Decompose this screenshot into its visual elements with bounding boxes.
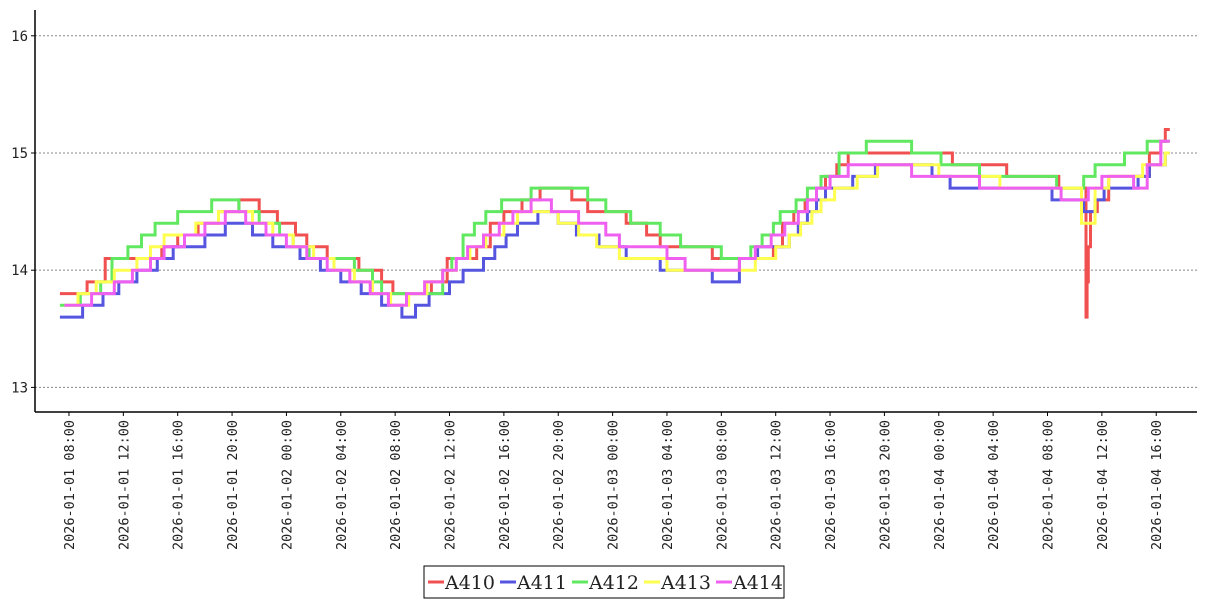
- x-tick-label: 2026-01-03 16:00: [823, 420, 839, 550]
- legend-label: A413: [660, 572, 711, 594]
- x-tick-label: 2026-01-02 16:00: [497, 420, 513, 550]
- legend: A410 A411 A412 A413 A414: [423, 565, 785, 599]
- x-tick-label: 2026-01-02 00:00: [279, 420, 295, 550]
- x-tick-label: 2026-01-04 16:00: [1149, 420, 1165, 550]
- x-tick-label: 2026-01-01 16:00: [171, 420, 187, 550]
- x-tick-label: 2026-01-01 20:00: [225, 420, 241, 550]
- x-tick-label: 2026-01-03 00:00: [606, 420, 622, 550]
- x-tick-label: 2026-01-02 20:00: [551, 420, 567, 550]
- series-line-a413: [64, 151, 1170, 307]
- x-tick-label: 2026-01-03 08:00: [714, 420, 730, 550]
- x-tick-label: 2026-01-02 12:00: [443, 420, 459, 550]
- x-tick-label: 2026-01-04 00:00: [932, 420, 948, 550]
- x-tick-label: 2026-01-01 12:00: [116, 420, 132, 550]
- series-lines: [59, 128, 1170, 319]
- x-tick-label: 2026-01-04 12:00: [1095, 420, 1111, 550]
- series-line-a410: [59, 128, 1170, 319]
- x-tick-label: 2026-01-02 08:00: [388, 420, 404, 550]
- y-tick-label: 13: [11, 380, 28, 396]
- x-axis-ticks: 2026-01-01 08:00 2026-01-01 12:00 2026-01-…: [62, 412, 1165, 550]
- x-tick-label: 2026-01-04 08:00: [1041, 420, 1057, 550]
- x-tick-label: 2026-01-01 08:00: [62, 420, 78, 550]
- y-tick-label: 15: [11, 146, 28, 162]
- y-tick-label: 14: [11, 263, 28, 279]
- x-tick-label: 2026-01-03 12:00: [769, 420, 785, 550]
- x-tick-label: 2026-01-02 04:00: [334, 420, 350, 550]
- legend-label: A410: [444, 572, 495, 594]
- series-line-a414: [64, 139, 1170, 307]
- legend-label: A411: [516, 572, 567, 594]
- series-line-a412: [59, 139, 1170, 307]
- y-axis-ticks: 13 14 15 16: [11, 29, 35, 396]
- x-tick-label: 2026-01-03 04:00: [660, 420, 676, 550]
- grid-lines: [35, 35, 1197, 388]
- x-tick-label: 2026-01-03 20:00: [877, 420, 893, 550]
- x-tick-label: 2026-01-04 04:00: [986, 420, 1002, 550]
- legend-label: A412: [588, 572, 639, 594]
- y-tick-label: 16: [11, 29, 28, 45]
- legend-label: A414: [732, 572, 783, 594]
